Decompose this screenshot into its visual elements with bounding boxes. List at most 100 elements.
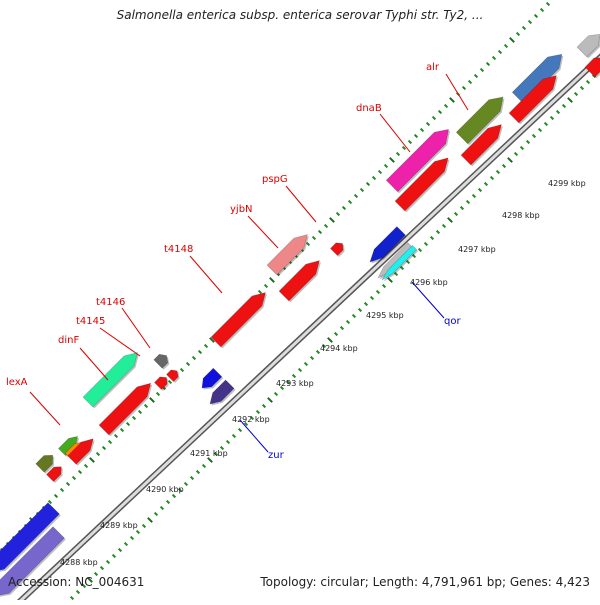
lower-scale-tick [207,457,213,463]
upper-scale-tick [65,481,71,487]
lower-scale-tick [483,181,489,187]
kbp-tick-label: 4295 kbp [366,311,404,320]
lower-scale-tick [87,577,93,583]
lower-scale-tick [459,205,465,211]
lower-scale-tick [165,499,171,505]
lower-scale-tick [423,241,429,247]
upper-scale-tick [365,181,371,187]
backbone-line [13,55,600,605]
gene-label-zur: zur [268,450,285,461]
genome-title: Salmonella enterica subsp. enterica sero… [116,8,484,22]
upper-scale-tick [467,79,473,85]
lower-scale-tick [285,379,291,385]
gene-t4146-arrow [153,353,169,369]
kbp-tick-label: 4296 kbp [410,278,448,287]
gene-callout-line [189,255,223,294]
upper-scale-tick [413,133,419,139]
lower-scale-tick [291,373,297,379]
upper-scale-tick [335,211,341,217]
lower-scale-tick [237,427,243,433]
upper-scale-tick [107,439,113,445]
gene-label-alr: alr [426,62,440,73]
lower-scale-tick [477,187,483,193]
lower-scale-tick [525,139,531,145]
lower-scale-tick [435,229,441,235]
upper-scale-tick [125,421,131,427]
kbp-tick-label: 4290 kbp [146,485,184,494]
lower-scale-tick [465,199,471,205]
lower-scale-tick [159,505,165,511]
kbp-tick-label: 4289 kbp [100,521,138,530]
upper-scale-tick [347,199,353,205]
gene-red-arrow [67,438,94,465]
gene-small-olive-arrow [35,454,54,473]
upper-scale-tick [71,475,77,481]
upper-scale-tick [323,223,329,229]
lower-scale-tick [489,175,495,181]
gene-dnaB-arrow [385,129,449,193]
lower-scale-tick [153,511,159,517]
upper-scale-tick [329,217,335,223]
lower-scale-tick [255,409,261,415]
upper-scale-tick [209,337,215,343]
lower-scale-tick [279,385,285,391]
gene-purple-small-arrow [209,379,235,405]
lower-scale-tick [195,469,201,475]
kbp-tick-label: 4292 kbp [232,415,270,424]
upper-scale-tick [53,493,59,499]
lower-scale-tick [183,481,189,487]
lower-scale-tick [261,403,267,409]
upper-scale-tick [101,445,107,451]
lower-scale-tick [351,313,357,319]
gene-callout-line [79,347,109,381]
lower-scale-tick [507,157,513,163]
gene-red-arrow [508,75,557,124]
kbp-tick-label: 4298 kbp [502,211,540,220]
gene-red-arrow [394,157,449,212]
gene-pspG-arrow [278,260,320,302]
kbp-tick-label: 4294 kbp [320,344,358,353]
upper-scale-tick [485,61,491,67]
upper-scale-tick [461,85,467,91]
gene-callout-line [445,73,469,111]
lower-scale-tick [69,595,75,601]
upper-scale-tick [269,277,275,283]
lower-scale-tick [219,445,225,451]
gene-purple-lower-arrow [0,526,65,596]
lower-scale-tick [339,325,345,331]
gene-dinF-arrow [82,352,138,408]
gene-red-arrow [98,382,152,436]
lower-scale-tick [267,397,273,403]
gene-cyan-lower-arrow [381,244,418,281]
gene-qor-arrow [369,226,406,263]
lower-scale-tick [393,271,399,277]
upper-scale-tick [203,343,209,349]
lower-scale-tick [387,277,393,283]
lower-scale-tick [99,565,105,571]
upper-scale-tick [95,451,101,457]
lower-scale-tick [345,319,351,325]
lower-scale-tick [543,121,549,127]
lower-scale-tick [273,391,279,397]
upper-scale-tick [149,397,155,403]
lower-scale-tick [417,247,423,253]
gene-callout-line [247,215,279,249]
lower-scale-tick [105,559,111,565]
lower-scale-tick [567,97,573,103]
upper-scale-tick [131,415,137,421]
lower-scale-tick [135,529,141,535]
lower-scale-tick [531,133,537,139]
kbp-tick-label: 4297 kbp [458,245,496,254]
lower-scale-tick [189,475,195,481]
lower-scale-tick [411,253,417,259]
gene-yjbN-arrow [266,234,308,276]
lower-scale-tick [129,535,135,541]
upper-scale-tick [419,127,425,133]
gene-alr-arrow [455,96,504,145]
upper-scale-tick [317,229,323,235]
upper-scale-tick [515,31,521,37]
lower-scale-tick [111,553,117,559]
upper-scale-tick [479,67,485,73]
upper-scale-tick [59,487,65,493]
